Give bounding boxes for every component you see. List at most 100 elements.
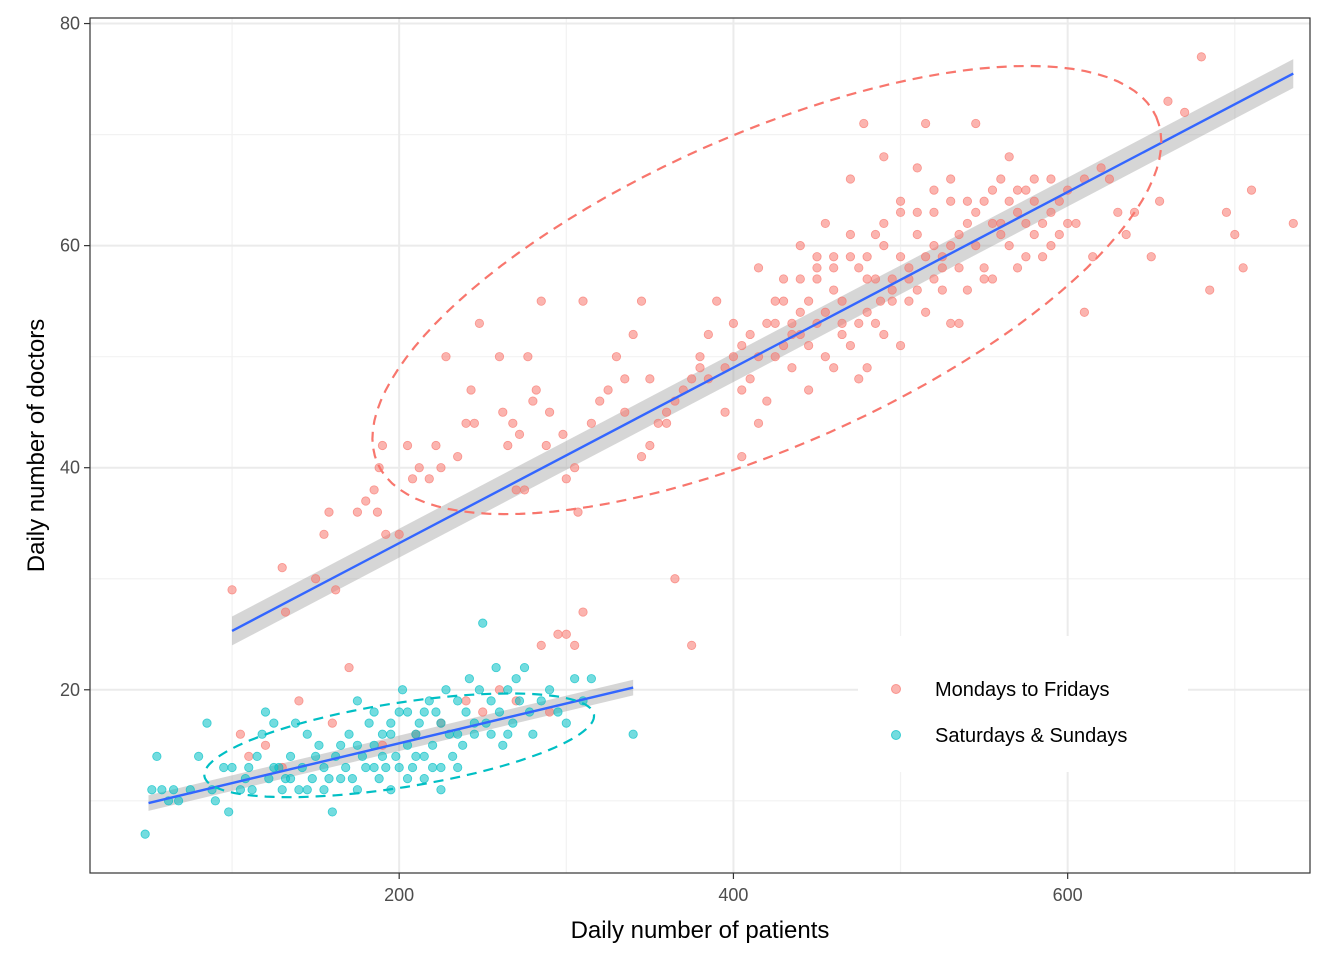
data-point: [929, 185, 939, 195]
data-point: [361, 496, 371, 506]
data-point: [929, 207, 939, 217]
data-point: [887, 285, 897, 295]
data-point: [394, 707, 404, 717]
data-point: [147, 785, 157, 795]
legend-label: Saturdays & Sundays: [935, 725, 1127, 747]
data-point: [837, 296, 847, 306]
data-point: [879, 241, 889, 251]
data-point: [862, 307, 872, 317]
data-point: [1221, 207, 1232, 217]
data-point: [859, 118, 869, 129]
data-point: [954, 263, 964, 273]
data-point: [210, 796, 220, 806]
data-point: [498, 740, 508, 750]
data-point: [1146, 252, 1156, 262]
data-point: [770, 318, 780, 328]
y-axis-title: Daily number of doctors: [23, 319, 50, 572]
legend-key: [891, 684, 901, 694]
data-point: [586, 674, 596, 684]
data-point: [536, 296, 546, 306]
data-point: [307, 774, 317, 784]
data-point: [419, 751, 429, 762]
data-point: [620, 374, 630, 384]
data-point: [695, 352, 705, 362]
data-point: [954, 318, 964, 328]
data-point: [394, 762, 404, 773]
data-point: [829, 363, 839, 373]
data-point: [737, 385, 747, 395]
data-point: [453, 452, 463, 462]
data-point: [829, 263, 839, 273]
data-point: [391, 751, 401, 762]
data-point: [377, 729, 388, 739]
data-point: [1046, 207, 1056, 217]
data-point: [1154, 196, 1165, 206]
data-point: [453, 762, 463, 773]
data-point: [553, 629, 563, 639]
data-point: [745, 374, 755, 384]
data-point: [929, 274, 939, 284]
data-point: [845, 174, 856, 184]
data-point: [912, 207, 922, 217]
data-point: [269, 718, 279, 728]
data-point: [419, 774, 429, 784]
data-point: [912, 285, 922, 295]
data-point: [478, 707, 488, 717]
data-point: [523, 352, 533, 362]
data-point: [377, 751, 388, 762]
data-point: [829, 252, 839, 262]
data-point: [319, 785, 329, 795]
data-point: [712, 296, 722, 306]
data-point: [411, 751, 421, 762]
data-point: [402, 774, 413, 784]
data-point: [1012, 207, 1023, 217]
data-point: [1021, 218, 1031, 229]
data-point: [302, 729, 312, 739]
data-point: [397, 685, 408, 695]
data-point: [327, 807, 337, 817]
data-point: [753, 418, 764, 428]
data-point: [895, 196, 906, 206]
data-point: [812, 252, 822, 262]
data-point: [441, 352, 451, 362]
data-point: [558, 429, 568, 439]
data-point: [762, 396, 772, 406]
data-point: [636, 296, 647, 306]
data-point: [1004, 241, 1014, 251]
data-point: [324, 507, 334, 517]
data-point: [414, 718, 424, 728]
data-point: [837, 318, 847, 328]
data-point: [904, 296, 914, 306]
data-point: [244, 751, 254, 762]
data-point: [194, 751, 204, 762]
data-point: [474, 318, 484, 328]
data-point: [979, 274, 989, 284]
data-point: [386, 729, 396, 739]
data-point: [519, 662, 530, 673]
data-point: [235, 729, 246, 739]
data-point: [494, 707, 505, 717]
data-point: [277, 785, 287, 795]
data-point: [394, 529, 404, 539]
data-point: [561, 474, 571, 484]
data-point: [1046, 174, 1056, 184]
data-point: [402, 707, 413, 717]
data-point: [453, 696, 463, 706]
data-point: [352, 507, 362, 517]
data-point: [921, 118, 931, 129]
data-point: [331, 585, 341, 595]
data-point: [469, 418, 479, 428]
data-point: [912, 163, 922, 173]
data-point: [1054, 229, 1064, 240]
data-point: [737, 340, 747, 351]
data-point: [327, 718, 337, 728]
data-point: [787, 318, 797, 328]
data-point: [820, 307, 830, 317]
data-point: [424, 474, 434, 484]
data-point: [508, 718, 518, 728]
data-point: [946, 196, 956, 206]
data-point: [875, 296, 886, 306]
y-tick-label: 60: [60, 236, 80, 256]
data-point: [620, 407, 630, 417]
